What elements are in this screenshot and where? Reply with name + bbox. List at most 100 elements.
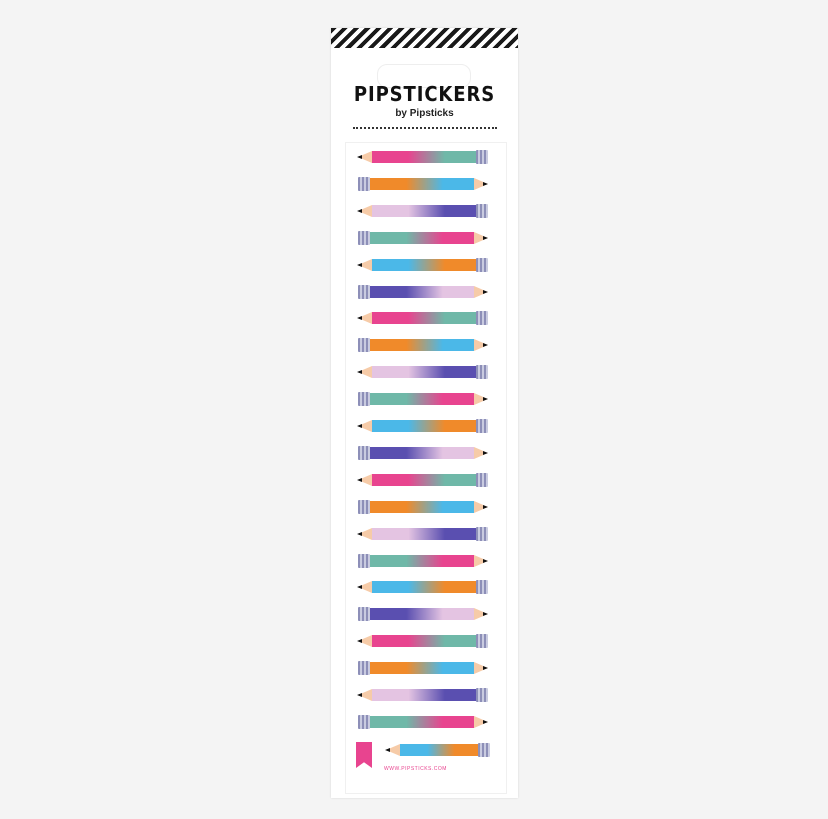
pencil-sticker: [358, 230, 488, 245]
pencil-body: [400, 744, 478, 756]
striped-header: [331, 28, 518, 48]
pencil-body: [372, 689, 476, 701]
pencil-eraser: [476, 311, 488, 326]
pencil-eraser: [476, 150, 488, 164]
website-url: WWW.PIPSTICKS.COM: [384, 766, 447, 772]
pencil-eraser: [476, 257, 488, 272]
pencil-eraser: [476, 526, 488, 541]
pencil-tip: [474, 554, 488, 567]
pipsticks-logo-icon: [356, 742, 372, 768]
pencil-sticker: [358, 392, 488, 407]
pencil-body: [370, 231, 474, 244]
pencil-tip: [474, 500, 488, 513]
pencil-sticker: [358, 338, 488, 353]
pencil-sticker: [357, 688, 488, 702]
hang-hole: [377, 64, 471, 88]
pencil-eraser: [358, 661, 370, 676]
pencil-body: [370, 285, 474, 298]
pencil-eraser: [358, 284, 370, 299]
pencil-sticker: [358, 284, 488, 299]
pencil-body: [372, 635, 476, 648]
pencil-tip: [357, 527, 372, 540]
pencil-sticker: [358, 176, 488, 191]
pencil-body: [370, 554, 474, 567]
pencil-sticker: [357, 526, 488, 541]
pencil-tip: [357, 366, 372, 379]
pencil-body: [370, 393, 474, 406]
pencil-tip: [357, 420, 372, 432]
pencil-tip: [474, 339, 488, 352]
pencil-body: [370, 177, 474, 190]
pencil-sticker: [358, 445, 488, 460]
pencil-sticker: [358, 607, 488, 622]
pencil-sticker: [357, 203, 488, 218]
pencil-sticker: [357, 580, 488, 595]
sticker-pack: PIPSTICKERS by Pipsticks: [331, 28, 518, 798]
pencil-body: [372, 473, 476, 486]
pencil-tip: [357, 689, 372, 701]
sticker-sheet: [345, 142, 507, 794]
pencil-body: [370, 608, 474, 621]
pencil-sticker: [358, 714, 488, 729]
pencil-tip: [474, 285, 488, 298]
pencil-eraser: [358, 714, 370, 729]
pencil-tip: [474, 662, 488, 675]
pencil-eraser: [358, 392, 370, 407]
dotted-divider: [353, 127, 497, 129]
pencil-body: [372, 204, 476, 217]
pencil-sticker: [357, 472, 488, 487]
pencil-tip: [474, 177, 488, 190]
pencil-eraser: [358, 338, 370, 353]
pencil-tip: [357, 581, 372, 594]
pencil-tip: [474, 715, 488, 728]
pencil-body: [372, 151, 476, 163]
pencil-eraser: [358, 445, 370, 460]
pencil-tip: [474, 231, 488, 244]
pencil-tip: [474, 608, 488, 621]
pencil-eraser: [476, 365, 488, 380]
pencil-tip: [357, 204, 372, 217]
pencil-tip: [357, 635, 372, 648]
pencil-body: [372, 420, 476, 432]
pencil-body: [372, 527, 476, 540]
pencil-sticker: [357, 257, 488, 272]
pencil-eraser: [476, 203, 488, 218]
pencil-eraser: [358, 607, 370, 622]
pencil-eraser: [476, 580, 488, 595]
pencil-tip: [474, 446, 488, 459]
pencil-tip: [385, 744, 400, 756]
pencil-sticker: [357, 634, 488, 649]
pencil-body: [370, 339, 474, 352]
pencil-body: [372, 366, 476, 379]
pencil-sticker: [358, 553, 488, 568]
pencil-sticker: [357, 311, 488, 326]
pencil-sticker: [358, 499, 488, 514]
pencil-body: [370, 662, 474, 675]
pencil-body: [372, 581, 476, 594]
pencil-body: [372, 258, 476, 271]
pencil-sticker: [358, 661, 488, 676]
brand-title: PIPSTICKERS: [353, 82, 496, 106]
pencil-sticker: [357, 365, 488, 380]
pencil-eraser: [478, 743, 490, 757]
pencil-tip: [357, 473, 372, 486]
pencil-body: [372, 312, 476, 325]
pencil-tip: [357, 258, 372, 271]
pencil-sticker: [357, 150, 488, 164]
pencil-body: [370, 446, 474, 459]
pencil-tip: [357, 312, 372, 325]
pencil-tip: [474, 393, 488, 406]
pencil-body: [370, 500, 474, 513]
pencil-eraser: [476, 634, 488, 649]
pencil-sticker: [385, 743, 490, 757]
pencil-eraser: [476, 472, 488, 487]
pencil-sticker: [357, 419, 488, 433]
pencil-tip: [357, 151, 372, 163]
pencil-eraser: [358, 499, 370, 514]
pencil-eraser: [476, 688, 488, 702]
pencil-eraser: [358, 176, 370, 191]
pencil-eraser: [358, 230, 370, 245]
pencil-eraser: [358, 553, 370, 568]
brand-subtitle: by Pipsticks: [395, 108, 454, 119]
pencil-body: [370, 715, 474, 728]
